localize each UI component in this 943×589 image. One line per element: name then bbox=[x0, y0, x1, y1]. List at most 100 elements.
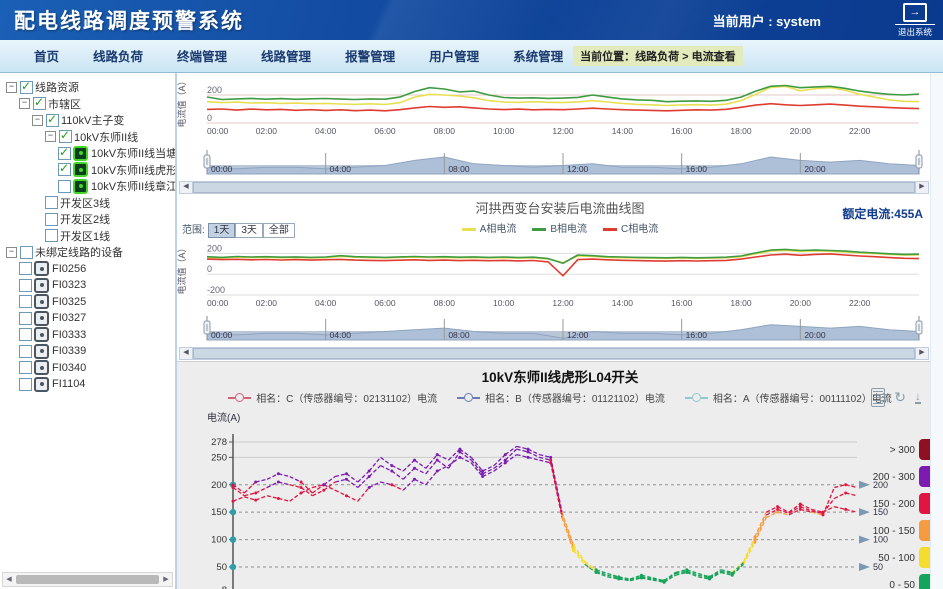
tree-checkbox[interactable] bbox=[45, 212, 58, 226]
tree-checkbox[interactable] bbox=[19, 262, 32, 276]
tree-item-9[interactable]: 开发区1线 bbox=[2, 228, 173, 245]
tree-item-label: FI0340 bbox=[52, 361, 87, 374]
device-offline-icon bbox=[34, 360, 49, 376]
tree-checkbox[interactable] bbox=[59, 128, 72, 144]
chart2-scroll-thumb[interactable] bbox=[193, 348, 915, 359]
tree-item-16[interactable]: FI0339 bbox=[2, 343, 173, 360]
svg-text:20:00: 20:00 bbox=[790, 298, 812, 308]
tree-checkbox[interactable] bbox=[19, 278, 32, 292]
tree-checkbox[interactable] bbox=[19, 295, 32, 309]
tree-collapse-icon[interactable]: − bbox=[6, 81, 17, 93]
tree-item-4[interactable]: 10kV东师II线当塘L0 bbox=[2, 145, 175, 162]
nav-item-3[interactable]: 线路管理 bbox=[261, 50, 312, 64]
chart2-current-curve[interactable]: 200 0 -200 00:00 02:00 04:00 06:00 08:00 10:00 12… bbox=[177, 237, 931, 311]
svg-text:8: 8 bbox=[222, 585, 227, 589]
svg-text:20:00: 20:00 bbox=[804, 330, 826, 340]
device-online-icon bbox=[73, 145, 88, 161]
nav-item-4[interactable]: 报警管理 bbox=[345, 50, 396, 64]
svg-text:电流值（A）: 电流值（A） bbox=[177, 243, 187, 294]
sensor-legend: 相名：C（传感器编号：02131102）电流 相名：B（传感器编号：0112110… bbox=[177, 390, 943, 405]
tree-item-11[interactable]: FI0256 bbox=[2, 261, 173, 278]
logout-button[interactable]: → 退出系统 bbox=[895, 3, 935, 38]
tree-item-1[interactable]: − 市辖区 bbox=[2, 95, 173, 113]
nav-item-1[interactable]: 线路负荷 bbox=[93, 50, 144, 64]
tree-item-5[interactable]: 10kV东师II线虎形L0 bbox=[2, 161, 175, 179]
main-vertical-scrollbar[interactable] bbox=[930, 73, 943, 589]
tree-checkbox[interactable] bbox=[20, 79, 33, 94]
tree-item-label: FI0333 bbox=[52, 328, 87, 341]
tree-checkbox[interactable] bbox=[19, 311, 32, 325]
tree-checkbox[interactable] bbox=[46, 112, 59, 127]
tree-item-7[interactable]: 开发区3线 bbox=[2, 195, 173, 212]
range-button-2[interactable]: 全部 bbox=[262, 223, 295, 238]
svg-text:04:00: 04:00 bbox=[315, 298, 337, 308]
svg-text:278: 278 bbox=[211, 437, 227, 448]
tree-item-10[interactable]: − 未绑定线路的设备 bbox=[2, 244, 173, 261]
switch-current-chart[interactable]: 电流(A)278250200150100508200150100502019-0… bbox=[177, 405, 943, 589]
tree-item-17[interactable]: FI0340 bbox=[2, 360, 173, 377]
svg-text:00:00: 00:00 bbox=[211, 330, 233, 340]
main-navbar: 首页 线路负荷 终端管理 线路管理 报警管理 用户管理 系统管理 当前位置：线路负荷 > 电… bbox=[0, 40, 943, 73]
tree-item-8[interactable]: 开发区2线 bbox=[2, 211, 173, 228]
svg-text:20:00: 20:00 bbox=[790, 126, 812, 136]
sidebar-horizontal-scrollbar[interactable]: ◀ ▶ bbox=[2, 572, 173, 587]
chart2-scroll-left[interactable]: ◀ bbox=[180, 348, 193, 359]
chart1-scroll-thumb[interactable] bbox=[193, 182, 915, 193]
tree-collapse-icon[interactable]: − bbox=[32, 114, 43, 126]
nav-item-0[interactable]: 首页 bbox=[34, 50, 60, 64]
tree-checkbox[interactable] bbox=[58, 179, 71, 193]
svg-text:08:00: 08:00 bbox=[448, 330, 470, 340]
chart1-range-navigator[interactable]: 00:00 04:00 08:00 12:00 16:00 20:00 bbox=[177, 150, 931, 176]
svg-text:> 300: > 300 bbox=[890, 445, 916, 456]
logout-label: 退出系统 bbox=[895, 24, 935, 38]
tree-item-15[interactable]: FI0333 bbox=[2, 327, 173, 344]
tree-collapse-icon[interactable]: − bbox=[45, 131, 56, 143]
svg-text:22:00: 22:00 bbox=[849, 298, 871, 308]
scroll-left-arrow[interactable]: ◀ bbox=[6, 575, 12, 583]
chart1-scroll-left[interactable]: ◀ bbox=[180, 182, 193, 193]
tree-item-6[interactable]: 10kV东师II线章江L0 bbox=[2, 178, 175, 195]
chart2-range-navigator[interactable]: 00:00 04:00 08:00 12:00 16:00 20:00 bbox=[177, 316, 931, 342]
range-button-1[interactable]: 3天 bbox=[235, 223, 263, 238]
tree-checkbox[interactable] bbox=[58, 145, 71, 160]
tree-collapse-icon[interactable]: − bbox=[19, 98, 30, 110]
tree-collapse-icon[interactable]: − bbox=[6, 246, 17, 258]
range-button-0[interactable]: 1天 bbox=[207, 223, 236, 238]
svg-text:00:00: 00:00 bbox=[211, 164, 233, 174]
tree-checkbox[interactable] bbox=[19, 328, 32, 342]
nav-item-2[interactable]: 终端管理 bbox=[177, 50, 228, 64]
tree-checkbox[interactable] bbox=[19, 344, 32, 358]
nav-item-6[interactable]: 系统管理 bbox=[513, 50, 564, 64]
chart1-current-curve[interactable]: 200 0 00:00 02:00 04:00 06:00 08:00 10:00 12:00 1… bbox=[177, 73, 931, 145]
tree-item-2[interactable]: − 110kV主子变 bbox=[2, 112, 173, 129]
tree-checkbox[interactable] bbox=[20, 245, 33, 259]
tree-item-14[interactable]: FI0327 bbox=[2, 310, 173, 327]
chart1-scroll-right[interactable]: ▶ bbox=[915, 182, 928, 193]
tree-item-12[interactable]: FI0323 bbox=[2, 277, 173, 294]
switch-chart-title: 10kV东师II线虎形L04开关 bbox=[481, 370, 639, 385]
tree-checkbox[interactable] bbox=[45, 196, 58, 210]
tree-checkbox[interactable] bbox=[33, 95, 46, 111]
chart2-scroll-right[interactable]: ▶ bbox=[915, 348, 928, 359]
refresh-icon[interactable]: ↻ bbox=[894, 389, 906, 405]
chart2-scrollbar[interactable]: ◀ ▶ bbox=[179, 347, 929, 360]
svg-text:12:00: 12:00 bbox=[552, 298, 574, 308]
tree-item-0[interactable]: − 线路资源 bbox=[2, 79, 173, 96]
legend-swatch bbox=[461, 227, 476, 231]
tree-checkbox[interactable] bbox=[45, 229, 58, 243]
download-icon[interactable]: ↓ bbox=[915, 389, 921, 404]
nav-item-5[interactable]: 用户管理 bbox=[429, 50, 480, 64]
tree-item-label: FI0323 bbox=[52, 279, 87, 292]
scrollbar-thumb[interactable] bbox=[16, 575, 159, 584]
report-icon[interactable] bbox=[871, 388, 886, 407]
svg-text:0: 0 bbox=[207, 264, 212, 274]
tree-item-13[interactable]: FI0325 bbox=[2, 294, 173, 311]
tree-item-18[interactable]: FI1104 bbox=[2, 376, 173, 393]
tree-item-3[interactable]: − 10kV东师II线 bbox=[2, 128, 173, 146]
tree-checkbox[interactable] bbox=[19, 361, 32, 375]
scroll-right-arrow[interactable]: ▶ bbox=[163, 575, 169, 583]
tree-item-label: FI1104 bbox=[52, 378, 86, 391]
tree-checkbox[interactable] bbox=[58, 161, 71, 177]
chart1-scrollbar[interactable]: ◀ ▶ bbox=[179, 181, 929, 194]
tree-checkbox[interactable] bbox=[19, 377, 32, 391]
